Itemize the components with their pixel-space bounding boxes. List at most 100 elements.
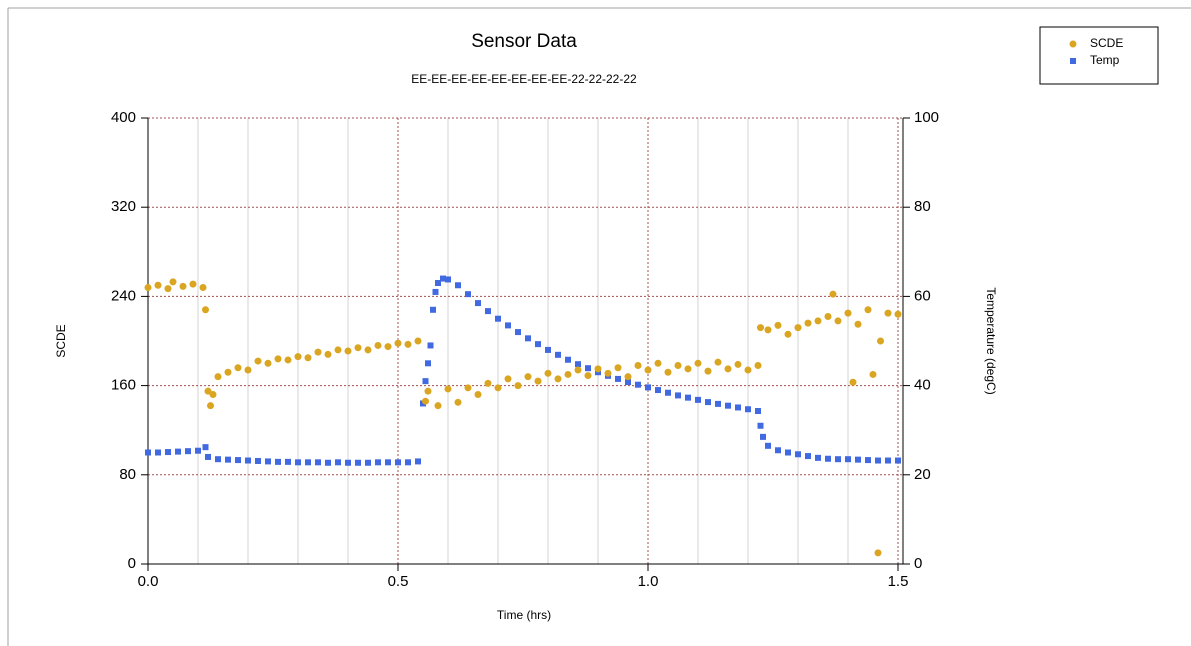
point	[884, 309, 892, 317]
point	[475, 300, 481, 307]
x-tick-label: 0.0	[138, 573, 159, 590]
point	[430, 306, 436, 313]
point	[515, 329, 521, 336]
legend-box	[1039, 26, 1159, 85]
point	[255, 457, 261, 464]
point	[854, 320, 862, 328]
point	[844, 309, 852, 317]
point	[464, 384, 472, 392]
point	[314, 348, 322, 356]
point	[202, 306, 209, 314]
point	[877, 337, 884, 345]
point	[614, 364, 622, 372]
point	[295, 459, 301, 466]
point	[764, 326, 772, 334]
chart-subtitle: EE-EE-EE-EE-EE-EE-EE-EE-22-22-22-22	[411, 72, 637, 86]
point	[760, 433, 766, 440]
y2-axis-label: Temperature (degC)	[984, 287, 998, 394]
point	[345, 459, 351, 466]
point	[244, 366, 252, 374]
point	[414, 337, 422, 345]
y2-tick-label: 20	[914, 466, 931, 483]
point	[454, 398, 462, 406]
point	[615, 375, 621, 382]
point	[835, 456, 841, 463]
legend-label: Temp	[1090, 53, 1120, 67]
legend-marker	[1070, 58, 1076, 64]
point	[664, 368, 672, 376]
point	[415, 458, 421, 465]
point	[179, 282, 187, 290]
point	[285, 458, 291, 465]
point	[765, 442, 771, 449]
point	[514, 382, 522, 390]
point	[315, 459, 321, 466]
point	[155, 449, 161, 456]
point	[894, 310, 902, 318]
y-tick-label: 240	[111, 287, 136, 304]
point	[225, 456, 231, 463]
point	[534, 377, 542, 385]
point	[774, 321, 782, 329]
point	[675, 392, 681, 399]
point	[265, 458, 271, 465]
point	[495, 315, 501, 322]
point	[445, 276, 451, 283]
point	[545, 346, 551, 353]
y2-tick-label: 100	[914, 109, 939, 126]
point	[665, 389, 671, 396]
point	[294, 353, 302, 361]
point	[714, 358, 722, 366]
point	[895, 457, 901, 464]
point	[154, 281, 162, 289]
point	[654, 359, 662, 367]
legend-label: SCDE	[1090, 36, 1123, 50]
point	[205, 453, 211, 460]
y-tick-label: 0	[128, 555, 136, 572]
point	[175, 448, 181, 455]
point	[374, 341, 382, 349]
point	[775, 447, 781, 454]
point	[275, 458, 281, 465]
point	[845, 456, 851, 463]
point	[422, 397, 429, 405]
point	[864, 306, 872, 314]
y-tick-label: 160	[111, 377, 136, 394]
point	[165, 449, 171, 456]
point	[704, 367, 712, 375]
point	[164, 285, 172, 293]
point	[745, 406, 751, 413]
point	[474, 391, 482, 399]
point	[735, 404, 741, 411]
point	[885, 457, 891, 464]
point	[505, 322, 511, 329]
point	[444, 385, 452, 393]
point	[525, 335, 531, 342]
y-tick-label: 80	[119, 466, 136, 483]
point	[209, 391, 217, 399]
point	[235, 457, 241, 464]
point	[254, 357, 262, 365]
point	[874, 549, 882, 557]
point	[305, 459, 311, 466]
point	[564, 370, 572, 378]
point	[394, 339, 402, 347]
point	[744, 366, 752, 374]
point	[214, 373, 222, 381]
point	[865, 457, 871, 464]
point	[795, 451, 801, 458]
point	[849, 378, 857, 386]
point	[734, 360, 742, 368]
point	[215, 456, 221, 463]
point	[565, 356, 571, 363]
point	[435, 280, 441, 287]
point	[655, 387, 661, 394]
point	[635, 381, 641, 388]
point	[325, 459, 331, 466]
point	[364, 346, 372, 354]
point	[375, 459, 381, 466]
y2-tick-label: 80	[914, 198, 931, 215]
point	[504, 375, 512, 383]
point	[189, 280, 197, 288]
point	[204, 387, 212, 395]
